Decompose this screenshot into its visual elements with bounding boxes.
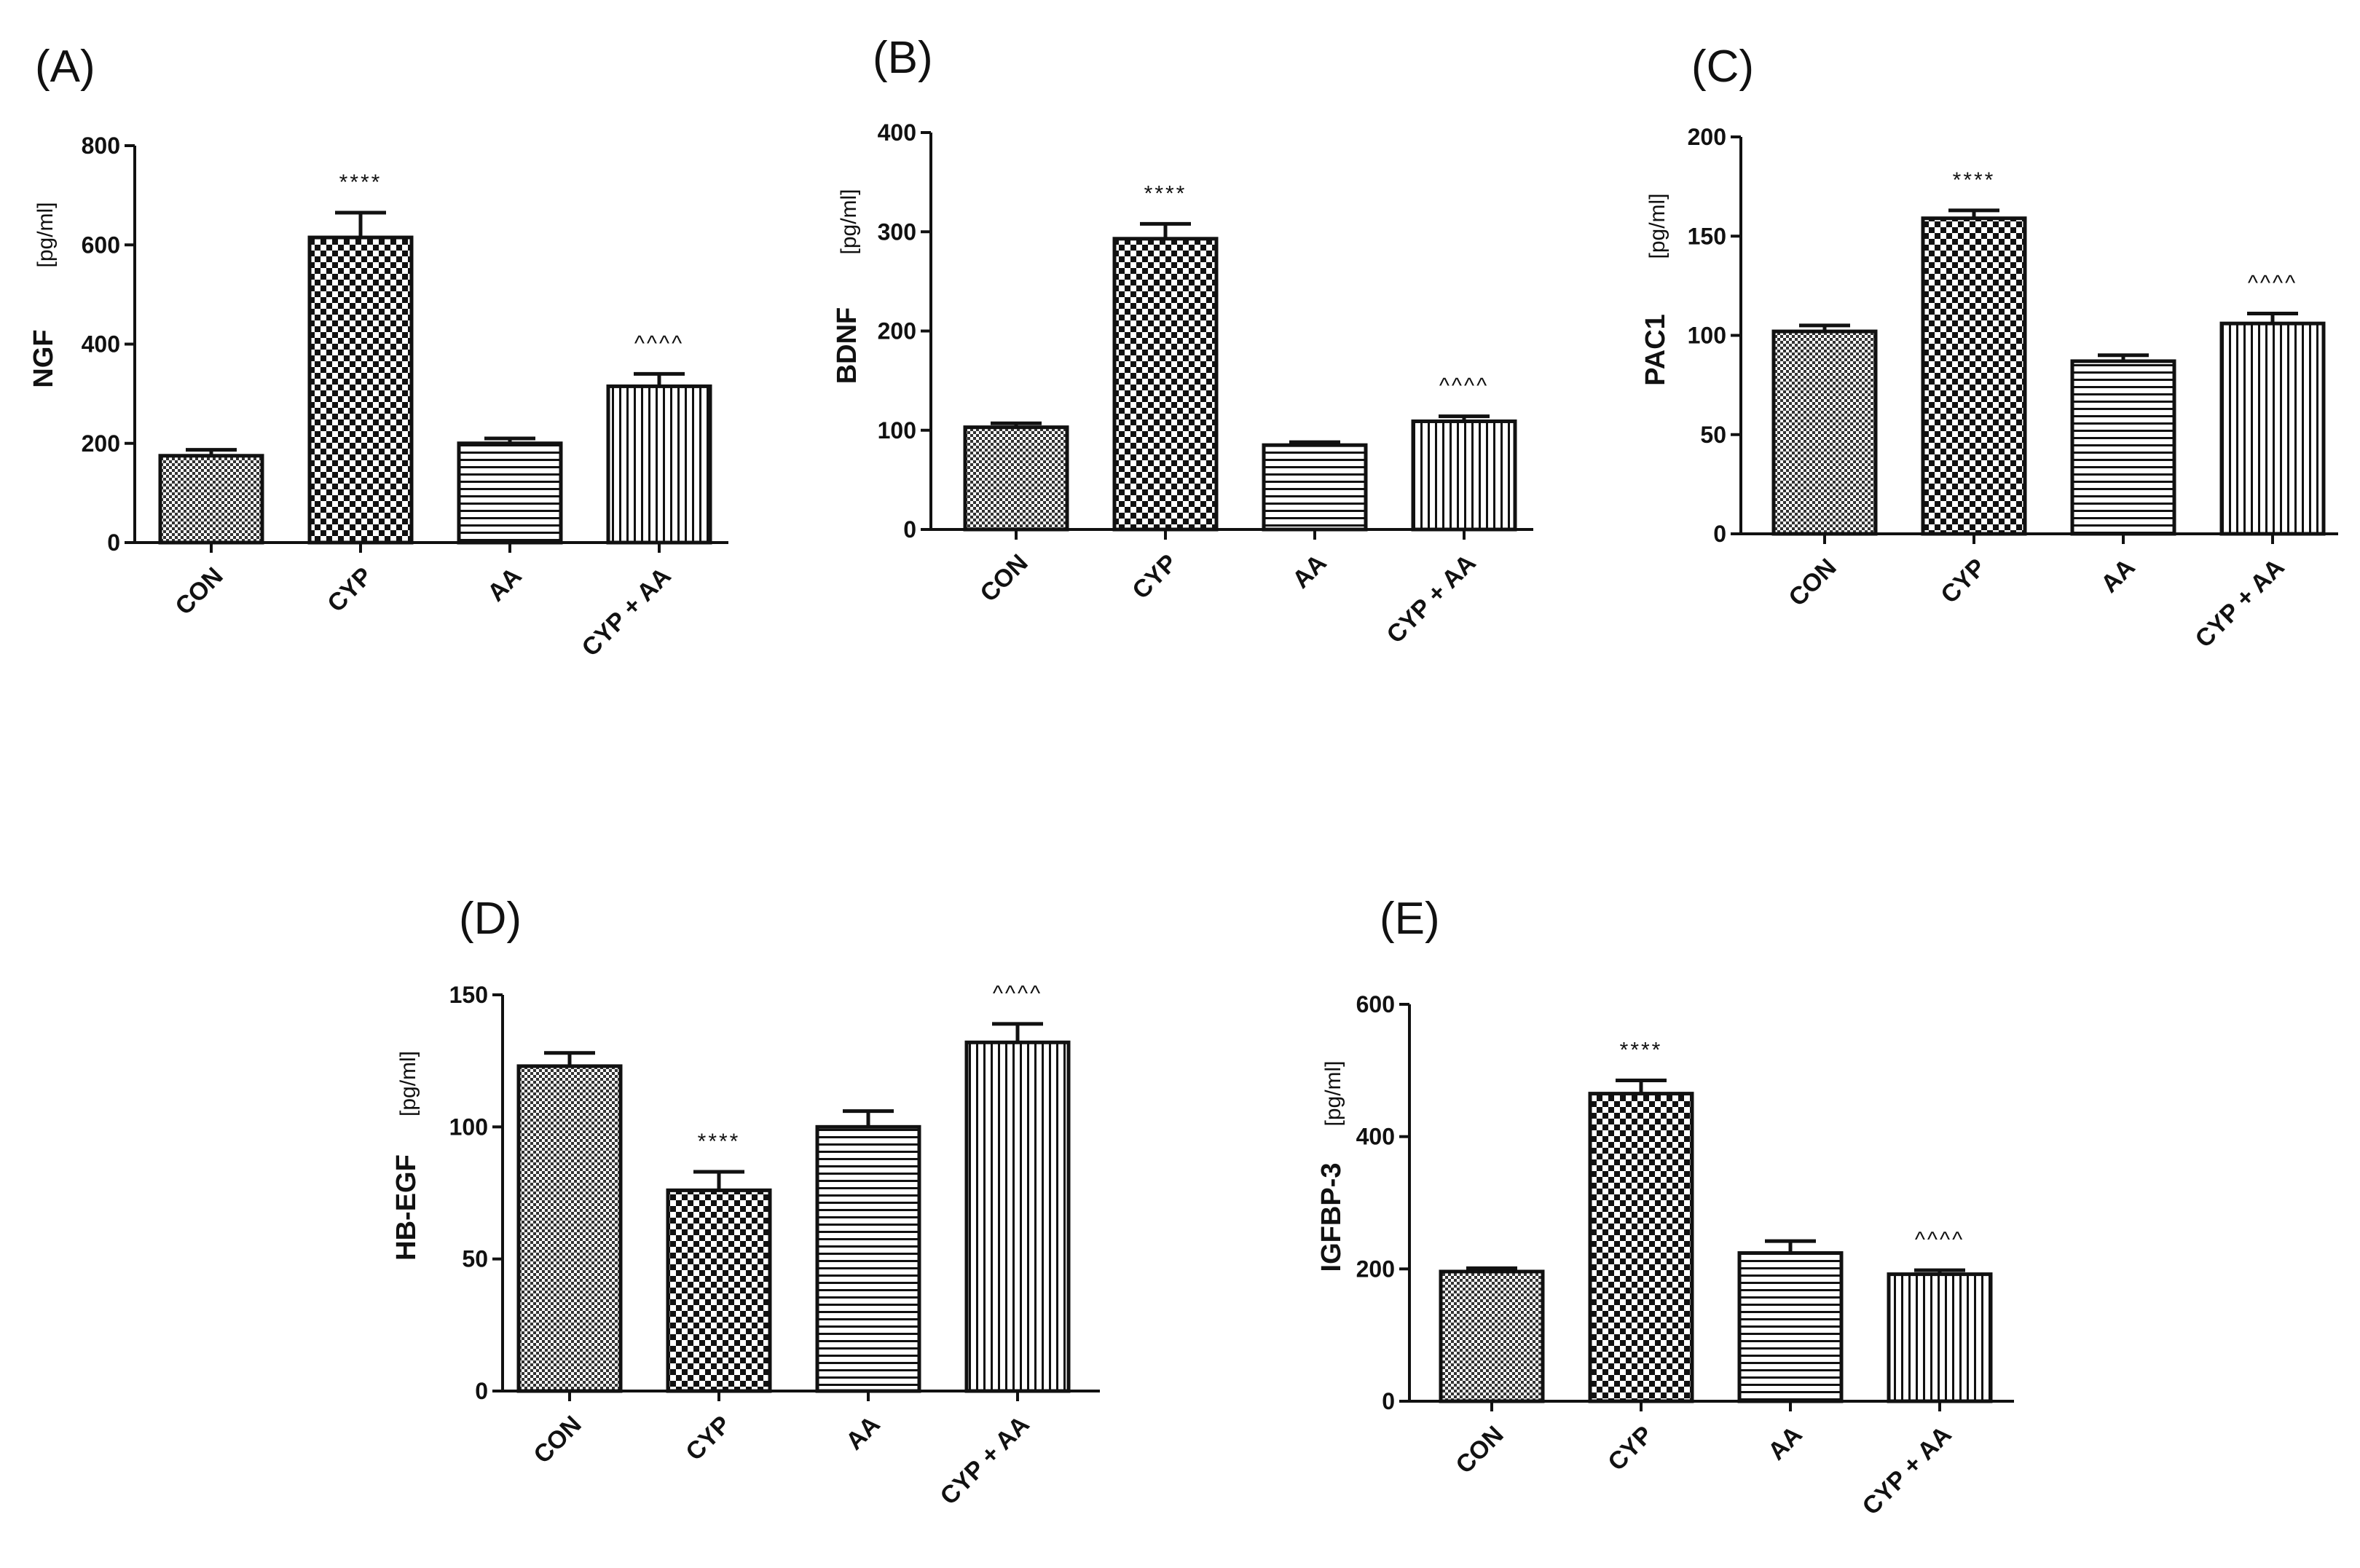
bar-con bbox=[516, 1064, 623, 1393]
x-tick-label: CYP bbox=[1127, 549, 1182, 604]
x-tick-label: AA bbox=[1763, 1421, 1808, 1466]
panel-letter: (B) bbox=[873, 33, 933, 83]
significance-label: **** bbox=[1620, 1038, 1663, 1062]
significance-label: ^^^^ bbox=[634, 331, 684, 355]
significance-label: **** bbox=[1144, 181, 1187, 205]
bar-aa bbox=[815, 1124, 921, 1393]
x-tick-label: AA bbox=[2096, 553, 2141, 599]
y-tick-label: 50 bbox=[1700, 422, 1726, 448]
significance-label: ^^^^ bbox=[993, 982, 1042, 1006]
bar-aa bbox=[1737, 1251, 1844, 1403]
y-axis-label: BDNF bbox=[832, 307, 862, 385]
x-tick-label: CYP + AA bbox=[2190, 553, 2290, 653]
y-axis-label: IGFBP-3 bbox=[1316, 1163, 1347, 1272]
y-tick-label: 0 bbox=[107, 529, 120, 556]
x-tick-label: CYP bbox=[680, 1411, 736, 1466]
bar-cyp-aa bbox=[2219, 321, 2326, 536]
significance-label: **** bbox=[1953, 168, 1996, 192]
y-tick-label: 300 bbox=[878, 218, 916, 245]
bar-aa bbox=[457, 441, 563, 545]
y-axis-label: PAC1 bbox=[1640, 314, 1671, 386]
bar-aa bbox=[2070, 359, 2176, 536]
chart-panel-c: (C) 0 50 100 150 200 PAC1 [pg/ml] CON **** CYP AA ^^… bbox=[1640, 42, 2338, 653]
y-axis-unit: [pg/ml] bbox=[837, 189, 861, 254]
x-tick-label: CYP bbox=[1935, 553, 1991, 609]
x-tick-label: CYP + AA bbox=[935, 1411, 1035, 1510]
x-tick-label: CYP bbox=[322, 562, 377, 618]
y-tick-label: 0 bbox=[1382, 1388, 1395, 1414]
y-tick-label: 600 bbox=[82, 232, 120, 258]
x-tick-label: CON bbox=[1450, 1421, 1509, 1479]
chart-panel-e: (E) 0 200 400 600 IGFBP-3 [pg/ml] CON **** CYP AA ^… bbox=[1316, 894, 2014, 1521]
significance-label: **** bbox=[339, 170, 382, 194]
y-tick-label: 200 bbox=[82, 430, 120, 457]
bar-con bbox=[158, 454, 264, 545]
y-tick-label: 100 bbox=[1688, 323, 1726, 349]
y-tick-label: 150 bbox=[449, 982, 488, 1008]
y-tick-label: 0 bbox=[475, 1378, 488, 1404]
bar-cyp bbox=[666, 1188, 772, 1393]
x-tick-label: CON bbox=[528, 1411, 586, 1469]
y-tick-label: 200 bbox=[1688, 124, 1726, 150]
x-tick-label: CYP bbox=[1602, 1421, 1658, 1476]
bar-cyp bbox=[1588, 1092, 1694, 1403]
x-tick-label: AA bbox=[1287, 549, 1332, 594]
x-tick-label: CYP + AA bbox=[577, 562, 677, 662]
panel-letter: (E) bbox=[1380, 894, 1440, 944]
x-tick-label: CYP + AA bbox=[1857, 1421, 1957, 1521]
bar-aa bbox=[1262, 443, 1368, 532]
chart-panel-d: (D) 0 50 100 150 HB-EGF [pg/ml] CON **** CYP AA ^^^… bbox=[391, 894, 1100, 1510]
panel-letter: (C) bbox=[1691, 42, 1754, 92]
bar-cyp bbox=[1112, 237, 1219, 532]
x-tick-label: CON bbox=[975, 549, 1033, 607]
bar-con bbox=[1771, 329, 1878, 536]
y-tick-label: 200 bbox=[878, 318, 916, 344]
y-tick-label: 200 bbox=[1356, 1256, 1395, 1282]
panel-letter: (A) bbox=[35, 42, 95, 92]
x-tick-label: CYP + AA bbox=[1382, 549, 1482, 649]
y-axis-unit: [pg/ml] bbox=[1645, 193, 1669, 259]
bar-cyp-aa bbox=[964, 1040, 1071, 1393]
y-axis-unit: [pg/ml] bbox=[34, 202, 58, 267]
y-tick-label: 100 bbox=[878, 417, 916, 444]
significance-label: **** bbox=[698, 1130, 741, 1154]
y-tick-label: 100 bbox=[449, 1114, 488, 1140]
y-tick-label: 400 bbox=[82, 331, 120, 358]
bar-cyp bbox=[307, 235, 414, 545]
y-tick-label: 50 bbox=[462, 1246, 488, 1272]
y-axis-label: HB-EGF bbox=[391, 1154, 422, 1261]
y-tick-label: 0 bbox=[903, 516, 916, 543]
y-tick-label: 150 bbox=[1688, 223, 1726, 249]
x-tick-label: CON bbox=[1783, 553, 1841, 612]
x-tick-label: AA bbox=[482, 562, 527, 607]
y-tick-label: 0 bbox=[1713, 521, 1726, 547]
bar-con bbox=[1439, 1269, 1545, 1403]
bar-cyp-aa bbox=[1411, 419, 1517, 532]
chart-panel-a: (A) 0 200 400 600 800 NGF [pg/ml] CON **** CYP AA ^^… bbox=[28, 42, 728, 662]
y-axis-unit: [pg/ml] bbox=[396, 1051, 420, 1116]
x-tick-label: CON bbox=[170, 562, 228, 620]
bar-cyp-aa bbox=[1887, 1272, 1993, 1403]
y-axis-unit: [pg/ml] bbox=[1321, 1060, 1345, 1126]
y-tick-label: 400 bbox=[878, 119, 916, 146]
panel-letter: (D) bbox=[459, 894, 522, 944]
significance-label: ^^^^ bbox=[1915, 1228, 1964, 1252]
y-tick-label: 800 bbox=[82, 133, 120, 159]
y-tick-label: 600 bbox=[1356, 991, 1395, 1017]
bar-cyp bbox=[1921, 216, 2027, 536]
bar-con bbox=[963, 425, 1069, 532]
significance-label: ^^^^ bbox=[2248, 272, 2297, 296]
y-axis-label: NGF bbox=[28, 329, 59, 387]
x-tick-label: AA bbox=[841, 1411, 886, 1456]
significance-label: ^^^^ bbox=[1439, 374, 1489, 398]
y-tick-label: 400 bbox=[1356, 1124, 1395, 1150]
bar-cyp-aa bbox=[606, 384, 712, 545]
chart-panel-b: (B) 0 100 200 300 400 BDNF [pg/ml] CON **** CYP AA ^… bbox=[832, 33, 1533, 649]
